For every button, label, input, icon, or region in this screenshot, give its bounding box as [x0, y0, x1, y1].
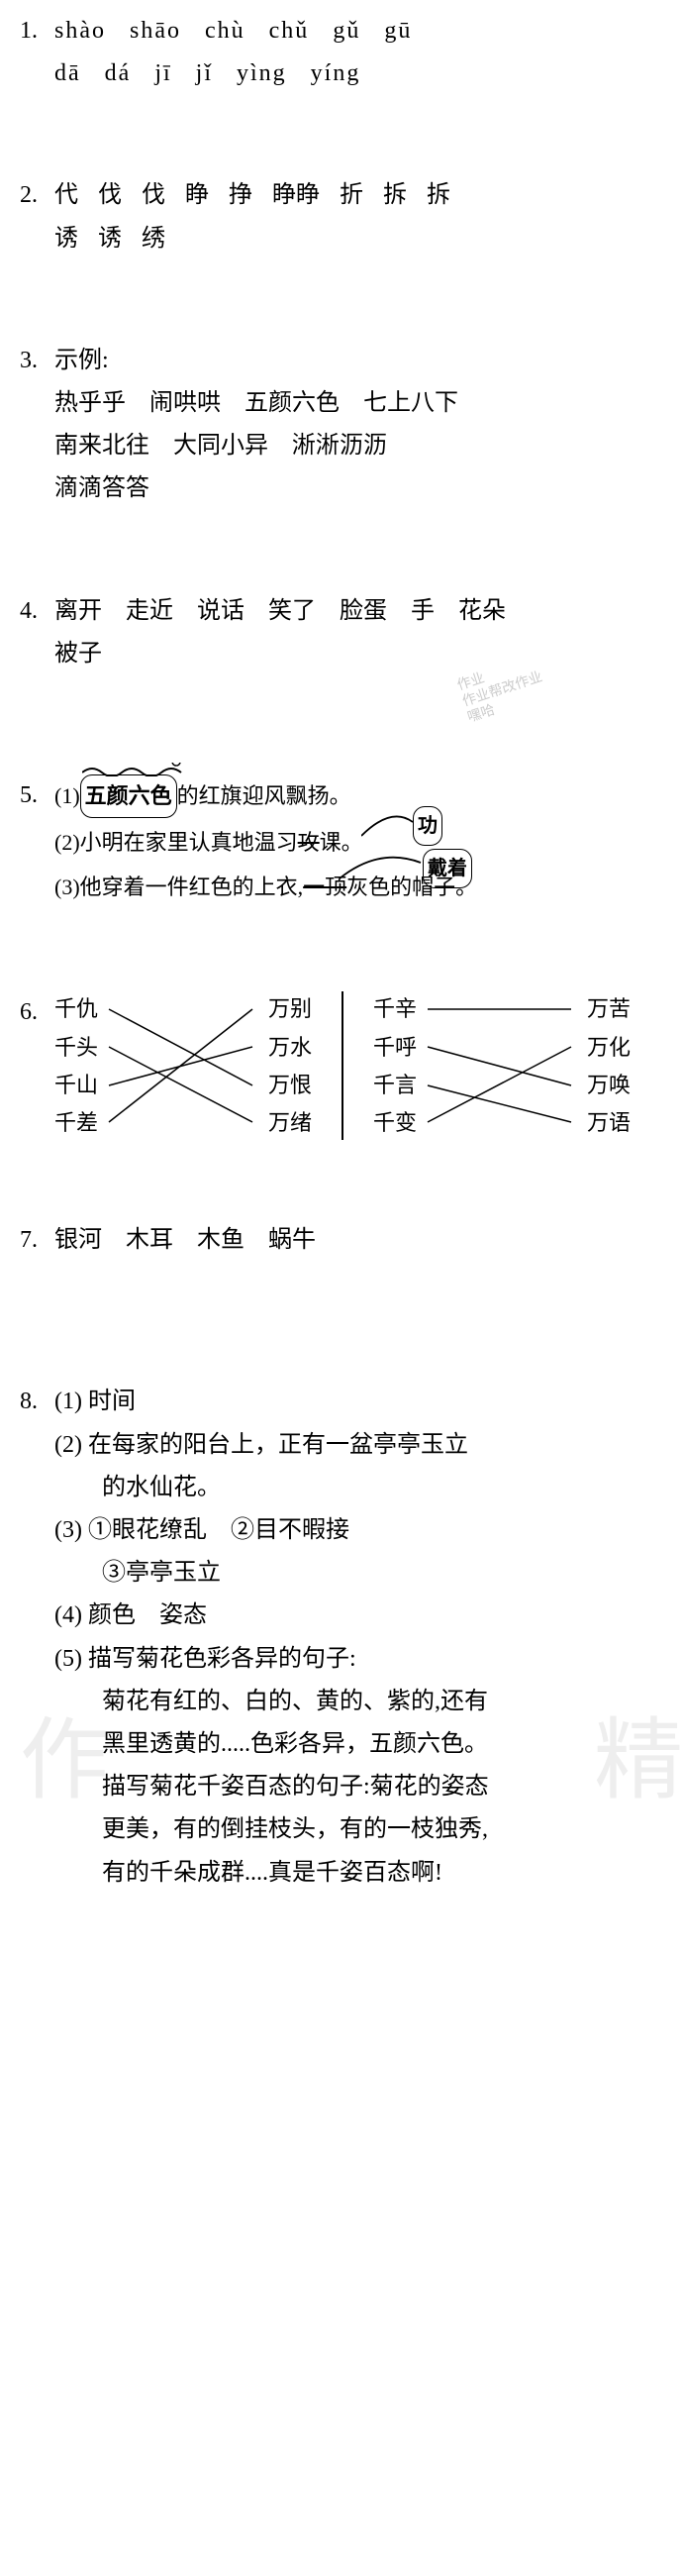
- word-row: 离开 走近 说话 笑了 脸蛋 手 花朵: [54, 590, 663, 633]
- question-1: 1. shào shāo chù chǔ gǔ gū dā dá jī jǐ y…: [20, 10, 663, 95]
- char: 绣: [142, 218, 165, 260]
- q-number: 7.: [20, 1219, 54, 1262]
- q8-line: 黑里透黄的.....色彩各异，五颜六色。: [54, 1723, 663, 1766]
- q-number: 2.: [20, 174, 54, 217]
- strike-text: 攻: [298, 830, 320, 855]
- question-2: 2. 代 伐 伐 睁 挣 睁睁 折 拆 拆 诱 诱 绣: [20, 174, 663, 259]
- char-row-1: 代 伐 伐 睁 挣 睁睁 折 拆 拆: [54, 174, 663, 217]
- match-lines-icon: [373, 991, 631, 1140]
- q8-line: 更美，有的倒挂枝头，有的一枝独秀,: [54, 1808, 663, 1851]
- char: 拆: [383, 174, 407, 217]
- suffix: 的红旗迎风飘扬。: [177, 783, 351, 808]
- prefix: (1): [54, 783, 80, 808]
- q8-line: 有的千朵成群....真是千姿百态啊!: [54, 1852, 663, 1895]
- q-number: 1.: [20, 10, 54, 52]
- q5-item-3: (3)他穿着一件红色的上衣,一顶灰色的帽子。 戴着: [54, 867, 663, 908]
- pinyin: yíng: [311, 52, 361, 95]
- char-row-2: 诱 诱 绣: [54, 218, 663, 260]
- match-right-group: 千辛 千呼 千言 千变 万苦 万化 万唤 万语: [373, 991, 631, 1140]
- char: 睁睁: [272, 174, 320, 217]
- char: 折: [340, 174, 363, 217]
- prefix: (2)小明在家里认真地温习: [54, 830, 298, 855]
- pinyin: dā: [54, 52, 81, 95]
- q8-line: (1) 时间: [54, 1381, 663, 1423]
- char: 伐: [98, 174, 122, 217]
- match-lines-icon: [54, 991, 312, 1140]
- q8-line: 的水仙花。: [54, 1467, 663, 1509]
- pinyin: gū: [384, 10, 412, 52]
- q1-content: shào shāo chù chǔ gǔ gū dā dá jī jǐ yìng…: [54, 10, 663, 95]
- q-number: 6.: [20, 991, 54, 1034]
- example-row: 热乎乎 闹哄哄 五颜六色 七上八下: [54, 382, 663, 425]
- char: 诱: [98, 218, 122, 260]
- pinyin: gǔ: [333, 10, 360, 52]
- pinyin: jǐ: [196, 52, 213, 95]
- pinyin: chù: [205, 10, 245, 52]
- pinyin-row-1: shào shāo chù chǔ gǔ gū: [54, 10, 663, 52]
- word-row: 被子: [54, 633, 663, 675]
- pinyin: shào: [54, 10, 106, 52]
- q2-content: 代 伐 伐 睁 挣 睁睁 折 拆 拆 诱 诱 绣: [54, 174, 663, 259]
- q8-content: (1) 时间 (2) 在每家的阳台上，正有一盆亭亭玉立 的水仙花。 (3) ①眼…: [54, 1381, 663, 1894]
- q6-content: 千仇 千头 千山 千差 万别 万水 万恨 万绪: [54, 991, 663, 1140]
- example-row: 滴滴答答: [54, 467, 663, 510]
- question-4: 4. 离开 走近 说话 笑了 脸蛋 手 花朵 被子 作业 作业帮改作业 嘿哈: [20, 590, 663, 675]
- pinyin-row-2: dā dá jī jǐ yìng yíng: [54, 52, 663, 95]
- q-number: 4.: [20, 590, 54, 633]
- char: 睁: [185, 174, 209, 217]
- q8-line: (3) ①眼花缭乱 ②目不暇接: [54, 1509, 663, 1552]
- pinyin: jī: [154, 52, 171, 95]
- q8-line: (4) 颜色 姿态: [54, 1595, 663, 1637]
- pinyin: shāo: [130, 10, 181, 52]
- char: 挣: [229, 174, 252, 217]
- char: 拆: [427, 174, 450, 217]
- prefix: (3)他穿着一件红色的上衣,: [54, 875, 303, 899]
- suffix: 课。: [320, 830, 363, 855]
- char: 伐: [142, 174, 165, 217]
- question-7: 7. 银河 木耳 木鱼 蜗牛: [20, 1219, 663, 1262]
- q4-content: 离开 走近 说话 笑了 脸蛋 手 花朵 被子: [54, 590, 663, 675]
- q8-line: (5) 描写菊花色彩各异的句子:: [54, 1638, 663, 1681]
- q-number: 3.: [20, 340, 54, 382]
- insert-text: 功: [413, 806, 442, 846]
- pinyin: dá: [105, 52, 132, 95]
- q8-line: ③亭亭玉立: [54, 1552, 663, 1595]
- q7-content: 银河 木耳 木鱼 蜗牛: [54, 1219, 663, 1262]
- question-3: 3. 示例: 热乎乎 闹哄哄 五颜六色 七上八下 南来北往 大同小异 淅淅沥沥 …: [20, 340, 663, 511]
- example-row: 南来北往 大同小异 淅淅沥沥: [54, 425, 663, 467]
- q-number: 8.: [20, 1381, 54, 1423]
- wave-underline-icon: [82, 763, 191, 776]
- q8-line: 描写菊花千姿百态的句子:菊花的姿态: [54, 1766, 663, 1808]
- divider-icon: [342, 991, 343, 1140]
- question-6: 6. 千仇 千头 千山 千差 万别 万水 万恨 万绪: [20, 991, 663, 1140]
- match-left-group: 千仇 千头 千山 千差 万别 万水 万恨 万绪: [54, 991, 312, 1140]
- pinyin: yìng: [237, 52, 287, 95]
- q5-item-1: (1)五颜六色的红旗迎风飘扬。: [54, 774, 663, 818]
- q8-line: (2) 在每家的阳台上，正有一盆亭亭玉立: [54, 1424, 663, 1467]
- example-label: 示例:: [54, 340, 663, 382]
- question-5: 5. (1)五颜六色的红旗迎风飘扬。 (2)小明在家里认真地温习攻课。 功 (3…: [20, 774, 663, 912]
- char: 诱: [54, 218, 78, 260]
- char: 代: [54, 174, 78, 217]
- question-8: 作 精 8. (1) 时间 (2) 在每家的阳台上，正有一盆亭亭玉立 的水仙花。…: [20, 1381, 663, 1894]
- q3-content: 示例: 热乎乎 闹哄哄 五颜六色 七上八下 南来北往 大同小异 淅淅沥沥 滴滴答…: [54, 340, 663, 511]
- insert-text: 戴着: [423, 849, 472, 888]
- pinyin: chǔ: [269, 10, 310, 52]
- q8-line: 菊花有红的、白的、黄的、紫的,还有: [54, 1681, 663, 1723]
- q5-content: (1)五颜六色的红旗迎风飘扬。 (2)小明在家里认真地温习攻课。 功 (3)他穿…: [54, 774, 663, 912]
- circled-text: 五颜六色: [80, 774, 177, 818]
- q-number: 5.: [20, 774, 54, 817]
